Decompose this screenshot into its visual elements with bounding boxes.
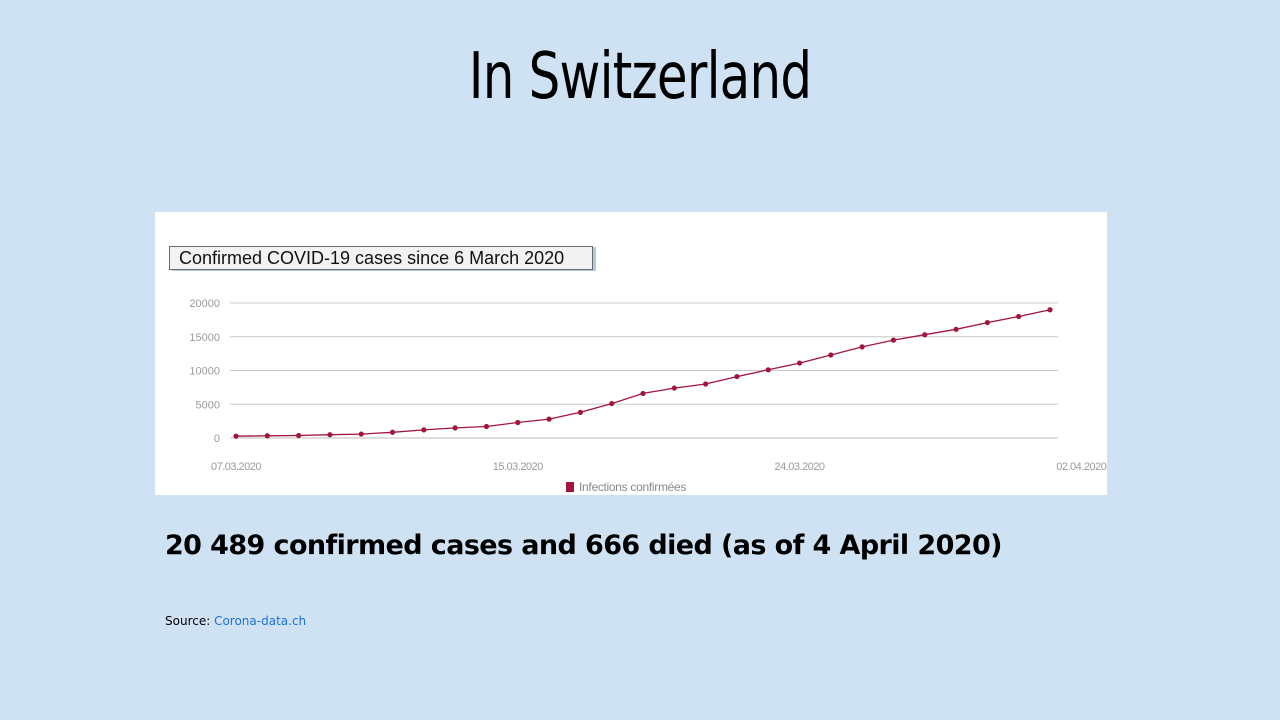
y-tick-label: 5000	[196, 399, 220, 411]
data-point	[890, 337, 897, 343]
y-tick-label: 10000	[189, 366, 220, 378]
grid-lines	[230, 302, 1058, 439]
data-point	[358, 431, 364, 437]
data-point	[671, 385, 677, 391]
data-point	[953, 326, 959, 332]
headline-stats: 20 489 confirmed cases and 666 died (as …	[165, 530, 1002, 561]
data-point	[1016, 313, 1022, 320]
data-point	[922, 332, 928, 338]
y-tick-labels: 0 5000 10000 15000 20000	[189, 298, 220, 445]
data-point	[703, 381, 709, 387]
data-point	[859, 344, 865, 350]
chart-panel: Confirmed COVID-19 cases since 6 March 2…	[155, 212, 1107, 495]
data-point	[327, 432, 333, 438]
x-tick-label: 15.03.2020	[493, 461, 543, 473]
data-point	[421, 427, 427, 433]
legend-label: Infections confirmées	[579, 480, 686, 494]
slide-title: In Switzerland	[468, 40, 812, 114]
y-tick-label: 15000	[189, 332, 220, 344]
data-point	[640, 390, 646, 397]
line-chart: 0 5000 10000 15000 20000 07.03.2020 15.03.202…	[189, 298, 1107, 494]
x-tick-label: 07.03.2020	[211, 461, 261, 473]
chart-title: Confirmed COVID-19 cases since 6 March 2…	[169, 246, 593, 270]
source-line: Source: Corona-data.ch	[165, 614, 306, 628]
data-point	[1047, 307, 1053, 313]
data-point	[515, 419, 521, 426]
legend: Infections confirmées	[566, 480, 687, 494]
source-link[interactable]: Corona-data.ch	[214, 614, 307, 628]
data-point	[984, 319, 990, 326]
data-point	[389, 429, 396, 435]
x-tick-labels: 07.03.2020 15.03.2020 24.03.2020 02.04.2020	[211, 461, 1107, 473]
x-tick-label: 02.04.2020	[1056, 461, 1106, 473]
y-tick-label: 0	[214, 433, 220, 445]
data-point	[734, 373, 740, 380]
data-point	[609, 400, 615, 407]
y-tick-label: 20000	[189, 298, 220, 310]
data-point	[546, 416, 552, 422]
data-point	[828, 352, 834, 358]
series-line	[235, 309, 1051, 437]
legend-swatch	[566, 482, 574, 492]
data-point	[452, 425, 458, 431]
series-infections	[233, 307, 1053, 439]
data-point	[483, 423, 490, 430]
data-point	[796, 360, 803, 366]
data-point	[233, 433, 239, 439]
data-point	[577, 409, 583, 415]
data-point	[765, 367, 771, 373]
x-tick-label: 24.03.2020	[775, 461, 825, 473]
data-point	[264, 433, 270, 439]
data-point	[296, 432, 302, 439]
source-label: Source:	[165, 614, 215, 628]
